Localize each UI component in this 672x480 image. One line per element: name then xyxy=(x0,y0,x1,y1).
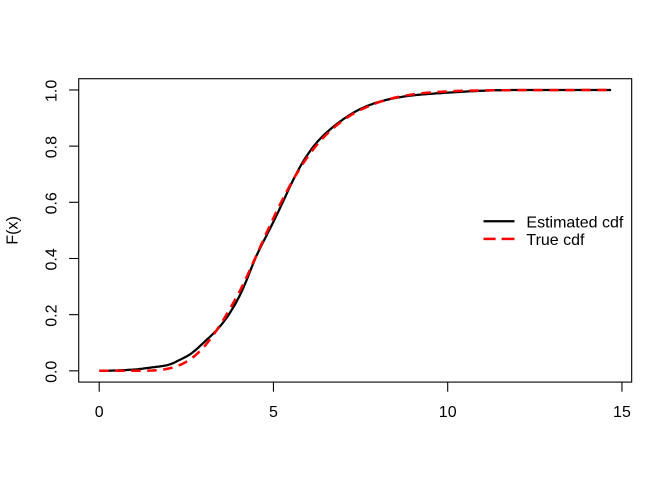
svg-text:0: 0 xyxy=(95,404,104,421)
svg-text:Estimated cdf: Estimated cdf xyxy=(526,215,623,232)
svg-text:10: 10 xyxy=(439,404,457,421)
svg-text:F(x): F(x) xyxy=(5,216,22,244)
svg-text:0.4: 0.4 xyxy=(43,248,60,270)
svg-text:5: 5 xyxy=(269,404,278,421)
svg-text:15: 15 xyxy=(613,404,631,421)
svg-text:0.6: 0.6 xyxy=(43,192,60,214)
svg-text:0.2: 0.2 xyxy=(43,304,60,326)
svg-text:0.0: 0.0 xyxy=(43,361,60,383)
svg-text:0.8: 0.8 xyxy=(43,136,60,158)
svg-text:True cdf: True cdf xyxy=(526,232,585,249)
svg-text:1.0: 1.0 xyxy=(43,80,60,102)
